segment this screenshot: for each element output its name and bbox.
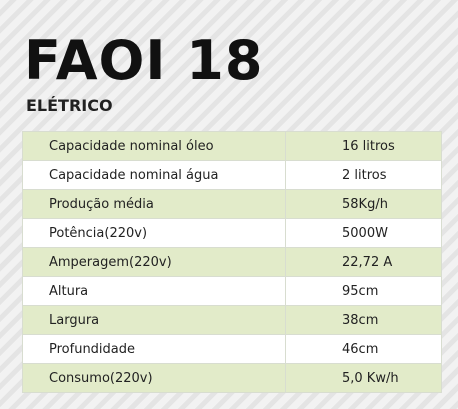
spec-value: 2 litros [285,160,442,190]
spec-value: 5000W [285,218,442,248]
subtitle: ELÉTRICO [26,96,113,115]
spec-row: Potência(220v) 5000W [22,218,442,248]
spec-label: Amperagem(220v) [22,247,286,277]
spec-value: 16 litros [285,131,442,161]
spec-row: Profundidade 46cm [22,334,442,364]
spec-label: Largura [22,305,286,335]
spec-value: 46cm [285,334,442,364]
spec-value: 22,72 A [285,247,442,277]
title: FAOI 18 [24,29,264,92]
spec-row: Altura 95cm [22,276,442,306]
spec-row: Amperagem(220v) 22,72 A [22,247,442,277]
spec-row: Largura 38cm [22,305,442,335]
spec-table: Capacidade nominal óleo 16 litros Capacida… [22,131,442,393]
spec-label: Capacidade nominal água [22,160,286,190]
spec-row: Produção média 58Kg/h [22,189,442,219]
spec-row: Consumo(220v) 5,0 Kw/h [22,363,442,393]
spec-row: Capacidade nominal óleo 16 litros [22,131,442,161]
spec-label: Produção média [22,189,286,219]
spec-value: 95cm [285,276,442,306]
spec-label: Capacidade nominal óleo [22,131,286,161]
spec-row: Capacidade nominal água 2 litros [22,160,442,190]
spec-label: Profundidade [22,334,286,364]
spec-label: Altura [22,276,286,306]
spec-value: 58Kg/h [285,189,442,219]
spec-label: Consumo(220v) [22,363,286,393]
spec-label: Potência(220v) [22,218,286,248]
spec-value: 5,0 Kw/h [285,363,442,393]
spec-value: 38cm [285,305,442,335]
